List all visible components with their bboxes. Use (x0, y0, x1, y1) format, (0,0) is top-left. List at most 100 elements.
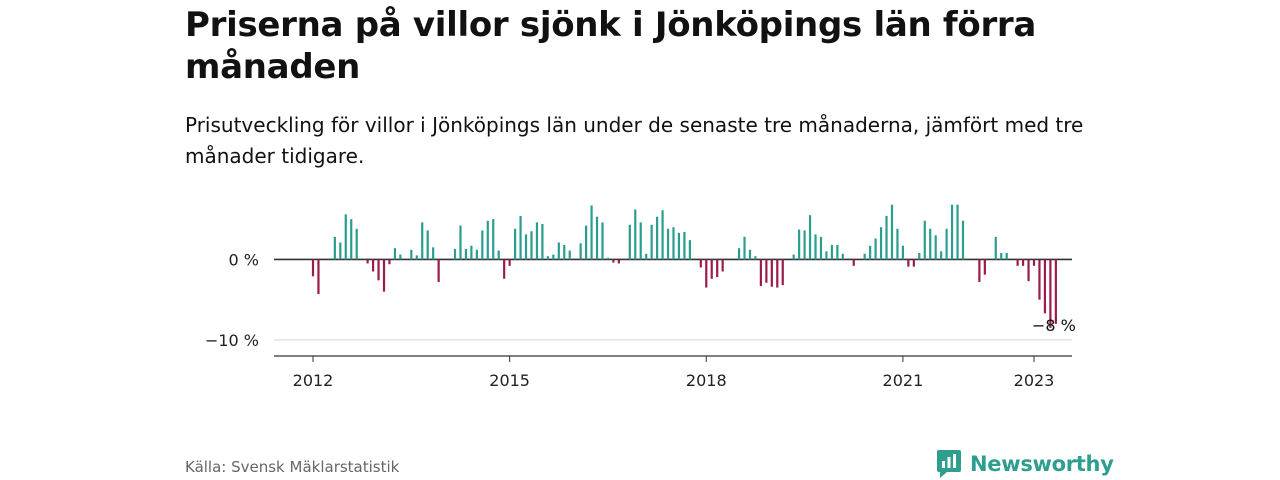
bar (836, 244, 839, 260)
bar (890, 204, 894, 260)
chart-subtitle: Prisutveckling för villor i Jönköpings l… (185, 113, 1084, 168)
bar (606, 257, 610, 260)
x-tick-label: 2012 (293, 371, 334, 390)
bar (666, 228, 670, 260)
bar (519, 215, 522, 260)
bar (814, 234, 817, 260)
bar (956, 204, 959, 260)
bar (371, 259, 375, 272)
x-tick-label: 2015 (489, 371, 530, 390)
bar (557, 242, 560, 260)
bar (748, 249, 752, 260)
bar (743, 236, 746, 260)
bar (1000, 252, 1003, 260)
newsworthy-logo-text: Newsworthy (970, 452, 1114, 476)
bar (453, 248, 457, 260)
bar (464, 248, 468, 260)
bar (781, 259, 784, 286)
bar (983, 259, 986, 275)
bar (393, 248, 397, 260)
bar (595, 216, 599, 260)
bar (1005, 252, 1008, 260)
bar (852, 259, 855, 266)
last-value-label: −8 % (1032, 316, 1076, 335)
bar (311, 259, 315, 277)
bar (497, 250, 500, 260)
bar (929, 228, 932, 260)
bar (754, 256, 757, 260)
bar (1049, 259, 1052, 328)
bar (945, 228, 948, 260)
bar (388, 259, 391, 265)
bar (612, 259, 615, 263)
bar (1054, 259, 1057, 324)
bar (765, 259, 768, 283)
bar (399, 254, 402, 260)
bar (901, 245, 905, 260)
bar (650, 224, 653, 260)
bar (879, 227, 883, 260)
bar (617, 259, 620, 264)
newsworthy-logo: Newsworthy (936, 449, 1114, 479)
bar (918, 252, 921, 260)
bar (841, 253, 844, 260)
axis-layer: 0 % −10 % 2012 2015 2018 2021 2023 −8 % (205, 250, 1076, 390)
bar (317, 259, 320, 295)
bar (819, 236, 823, 260)
bar (601, 222, 604, 260)
bar (874, 238, 877, 260)
bar (1043, 259, 1047, 314)
bar (934, 235, 937, 260)
bar (1038, 259, 1041, 300)
bar (437, 259, 440, 282)
bar (508, 259, 511, 266)
bar (961, 220, 965, 260)
bar (333, 236, 336, 260)
bar (421, 222, 424, 260)
bar (656, 216, 659, 260)
bar (923, 220, 926, 260)
bar (737, 248, 741, 260)
bar (825, 251, 828, 260)
bar (377, 259, 380, 281)
bar (1016, 259, 1019, 266)
bar (1021, 259, 1025, 266)
bars-layer (311, 204, 1057, 328)
x-tick-label: 2023 (1014, 371, 1055, 390)
bar (978, 259, 981, 282)
bar (530, 231, 533, 260)
bar (486, 220, 489, 260)
bar (410, 249, 413, 260)
bar (716, 259, 719, 278)
bar (776, 259, 779, 288)
bar (1027, 259, 1030, 282)
bar (426, 230, 429, 260)
bar (535, 222, 539, 260)
bar (710, 259, 713, 279)
x-tick-label: 2021 (883, 371, 924, 390)
bar (546, 256, 549, 260)
bar (524, 234, 528, 260)
y-tick-label: −10 % (205, 331, 259, 350)
bar (366, 259, 369, 264)
bar (344, 214, 347, 260)
bar (759, 259, 762, 286)
bar (481, 230, 484, 260)
bar (896, 228, 899, 260)
bar (677, 232, 681, 260)
bar (907, 259, 910, 267)
bar (634, 209, 637, 260)
x-tick-label: 2018 (686, 371, 727, 390)
bar (885, 215, 888, 260)
bar (339, 242, 342, 260)
bar (705, 259, 708, 288)
bar (628, 224, 631, 260)
bar (770, 259, 773, 287)
chart-title: Priserna på villor sjönk i Jönköpings lä… (185, 5, 1037, 87)
bar (492, 219, 495, 260)
bar (459, 225, 462, 260)
bar (808, 215, 812, 260)
bar (470, 245, 473, 260)
bar (688, 240, 691, 260)
